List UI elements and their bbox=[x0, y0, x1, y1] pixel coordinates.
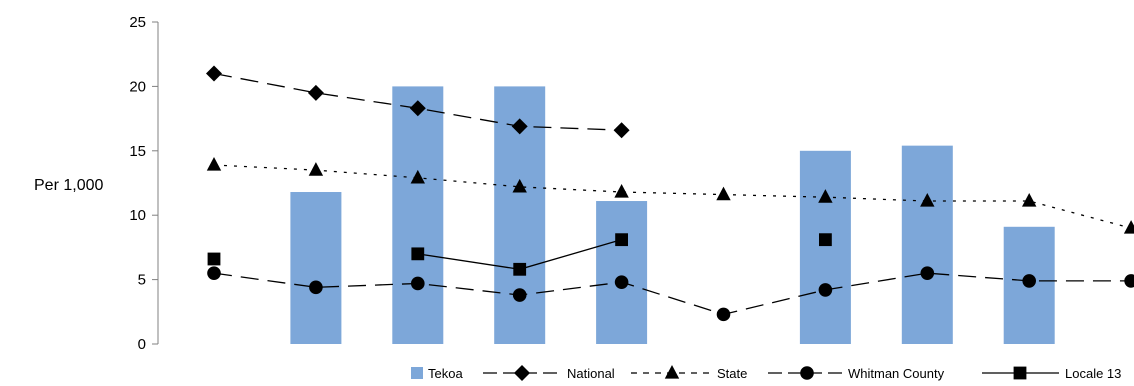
point-state-7 bbox=[818, 189, 833, 203]
bar-tekoa-3 bbox=[392, 86, 444, 345]
line-series bbox=[206, 65, 1134, 322]
bar-tekoa-2 bbox=[290, 192, 342, 344]
series-locale-13 bbox=[207, 233, 832, 276]
y-tick-label-10: 10 bbox=[129, 207, 146, 224]
line-whitman-county-segment-0 bbox=[213, 272, 1132, 316]
series-state bbox=[206, 156, 1134, 234]
point-national-2 bbox=[307, 84, 324, 101]
bar-tekoa-8 bbox=[901, 145, 953, 344]
y-tick-label-5: 5 bbox=[138, 272, 146, 289]
legend: Tekoa National State Whitman County Locale 1… bbox=[411, 365, 1121, 381]
point-locale-13-7 bbox=[819, 233, 832, 247]
legend-label-national: National bbox=[567, 366, 615, 381]
point-state-4 bbox=[512, 178, 527, 193]
point-whitman-county-4 bbox=[512, 288, 527, 302]
y-axis-label: Per 1,000 bbox=[34, 177, 104, 194]
point-whitman-county-7 bbox=[818, 283, 833, 297]
point-whitman-county-9 bbox=[1022, 274, 1036, 288]
y-tick-label-15: 15 bbox=[129, 143, 146, 160]
legend-label-state: State bbox=[717, 366, 747, 381]
series-national bbox=[206, 65, 630, 139]
point-whitman-county-3 bbox=[411, 276, 425, 291]
bar-tekoa-5 bbox=[596, 201, 648, 344]
point-national-1 bbox=[206, 65, 222, 82]
legend-marker-whitman-county bbox=[800, 366, 814, 380]
point-whitman-county-1 bbox=[207, 266, 221, 280]
legend-label-locale-13: Locale 13 bbox=[1065, 366, 1121, 381]
point-locale-13-4 bbox=[513, 262, 527, 276]
point-state-10 bbox=[1123, 220, 1134, 234]
point-state-5 bbox=[614, 184, 629, 198]
point-state-9 bbox=[1022, 193, 1037, 207]
point-state-3 bbox=[410, 169, 425, 184]
point-whitman-county-2 bbox=[309, 280, 323, 295]
point-whitman-county-10 bbox=[1124, 274, 1134, 288]
y-tick-label-0: 0 bbox=[138, 336, 146, 353]
point-state-1 bbox=[206, 156, 222, 171]
point-locale-13-1 bbox=[207, 252, 221, 266]
point-state-6 bbox=[716, 186, 731, 201]
point-national-4 bbox=[511, 118, 528, 135]
bar-tekoa-7 bbox=[799, 150, 851, 344]
legend-marker-state bbox=[664, 365, 680, 379]
y-tick-label-20: 20 bbox=[129, 78, 146, 95]
point-state-8 bbox=[920, 193, 935, 207]
y-tick-label-25: 25 bbox=[129, 14, 146, 31]
legend-marker-national bbox=[514, 365, 530, 381]
line-state-segment-0 bbox=[213, 164, 1132, 229]
point-national-5 bbox=[613, 122, 630, 139]
point-locale-13-5 bbox=[615, 233, 628, 247]
legend-label-tekoa: Tekoa bbox=[428, 366, 463, 381]
point-whitman-county-6 bbox=[716, 307, 731, 322]
legend-swatch-tekoa bbox=[411, 367, 423, 379]
bar-series bbox=[290, 86, 1055, 345]
point-whitman-county-5 bbox=[614, 275, 629, 289]
y-axis: 0 5 10 15 20 25 bbox=[129, 14, 159, 353]
legend-label-whitman-county: Whitman County bbox=[848, 366, 945, 381]
series-whitman-county bbox=[207, 266, 1134, 322]
point-whitman-county-8 bbox=[920, 266, 935, 280]
point-state-2 bbox=[308, 162, 324, 176]
point-national-3 bbox=[409, 100, 426, 117]
point-locale-13-3 bbox=[411, 247, 425, 261]
legend-marker-locale-13 bbox=[1013, 366, 1027, 380]
